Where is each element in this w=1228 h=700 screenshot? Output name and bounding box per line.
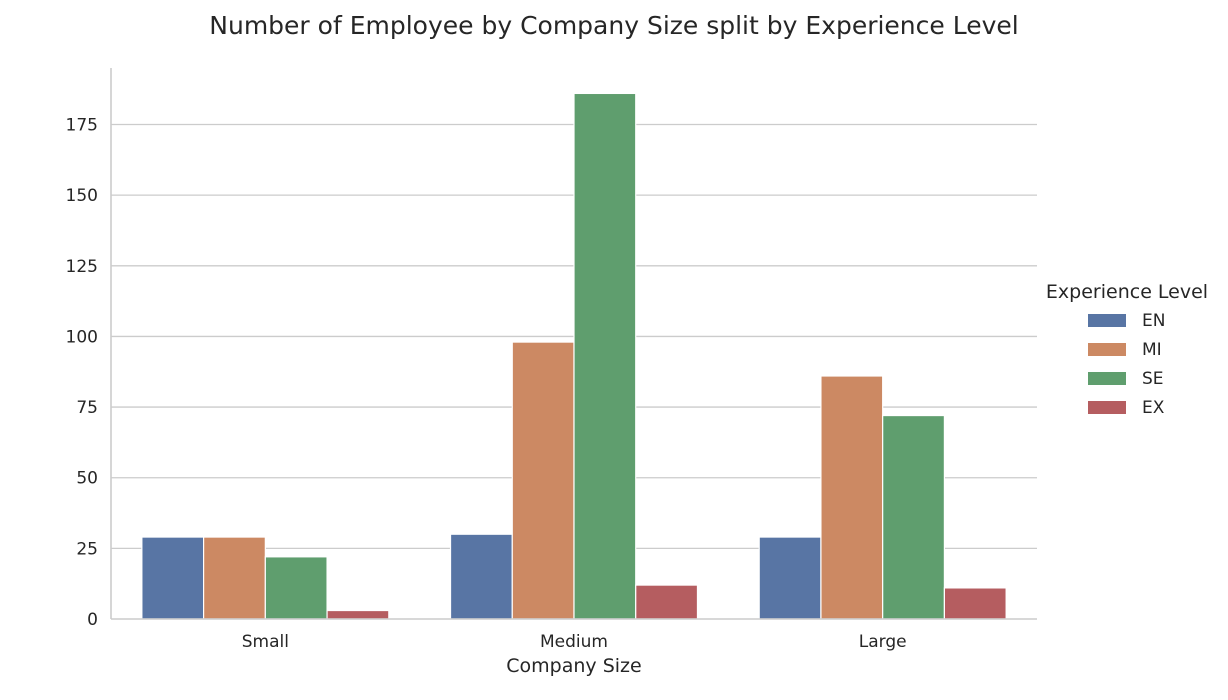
y-tick-label: 150	[66, 186, 98, 206]
legend-label-mi: MI	[1142, 340, 1162, 360]
x-tick-labels: Small Medium Large	[242, 632, 907, 652]
x-tick-label: Large	[859, 632, 907, 652]
bar-large-mi	[820, 375, 884, 620]
y-tick-label: 100	[66, 327, 98, 347]
bar-medium-se	[573, 92, 637, 620]
bar-large-ex	[943, 587, 1007, 620]
legend-items: EN MI SE EX	[1088, 311, 1165, 418]
legend-swatch-se	[1088, 372, 1126, 385]
bar-large-en	[758, 536, 822, 620]
legend-label-se: SE	[1142, 369, 1164, 389]
y-tick-label: 125	[66, 257, 98, 277]
bar-large-se	[882, 414, 946, 620]
bar-small-en	[141, 536, 205, 620]
legend-swatch-mi	[1088, 343, 1126, 356]
x-tick-label: Small	[242, 632, 289, 652]
legend-swatch-ex	[1088, 401, 1126, 414]
bar-small-ex	[326, 609, 390, 620]
bar-medium-en	[449, 533, 513, 620]
bars	[141, 92, 1007, 620]
y-tick-label: 175	[66, 116, 98, 136]
chart-title: Number of Employee by Company Size split…	[209, 11, 1018, 40]
x-axis-label: Company Size	[506, 655, 641, 677]
y-tick-label: 25	[76, 539, 98, 559]
bar-medium-mi	[511, 341, 575, 620]
legend-swatch-en	[1088, 314, 1126, 327]
legend-label-en: EN	[1142, 311, 1165, 331]
y-tick-label: 0	[87, 610, 98, 630]
y-tick-label: 75	[76, 398, 98, 418]
legend-label-ex: EX	[1142, 398, 1165, 418]
axis-spines	[110, 68, 1037, 620]
bar-small-se	[264, 556, 328, 620]
bar-medium-ex	[635, 584, 699, 620]
y-tick-labels: 0 25 50 75 100 125 150 175	[66, 116, 98, 630]
legend-title: Experience Level	[1046, 281, 1208, 303]
x-tick-label: Medium	[540, 632, 608, 652]
y-tick-label: 50	[76, 469, 98, 489]
bar-small-mi	[203, 536, 266, 620]
legend: Experience Level EN MI SE EX	[1046, 281, 1208, 418]
